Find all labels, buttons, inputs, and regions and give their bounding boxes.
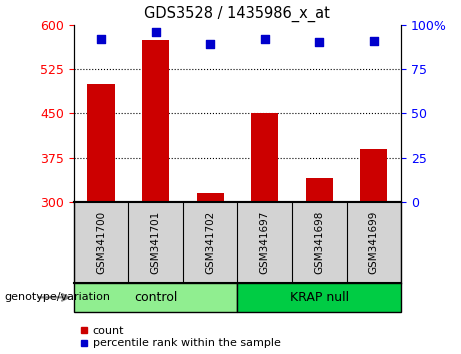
Bar <box>74 283 237 312</box>
Text: genotype/variation: genotype/variation <box>5 292 111 302</box>
Text: GSM341698: GSM341698 <box>314 211 324 274</box>
Title: GDS3528 / 1435986_x_at: GDS3528 / 1435986_x_at <box>144 6 331 22</box>
Point <box>370 38 378 44</box>
Text: control: control <box>134 291 177 304</box>
Point <box>315 40 323 45</box>
Text: GSM341701: GSM341701 <box>151 211 160 274</box>
Bar <box>306 178 333 202</box>
Bar <box>196 193 224 202</box>
Bar <box>237 283 401 312</box>
Bar <box>88 84 115 202</box>
Legend: count, percentile rank within the sample: count, percentile rank within the sample <box>79 326 281 348</box>
Text: GSM341699: GSM341699 <box>369 211 379 274</box>
Text: GSM341700: GSM341700 <box>96 211 106 274</box>
Bar <box>251 113 278 202</box>
Point <box>152 29 159 35</box>
Bar <box>142 40 169 202</box>
Point <box>261 36 268 42</box>
Point <box>207 41 214 47</box>
Text: GSM341702: GSM341702 <box>205 211 215 274</box>
Text: KRAP null: KRAP null <box>290 291 349 304</box>
Point <box>97 36 105 42</box>
Text: GSM341697: GSM341697 <box>260 211 270 274</box>
Bar <box>360 149 387 202</box>
